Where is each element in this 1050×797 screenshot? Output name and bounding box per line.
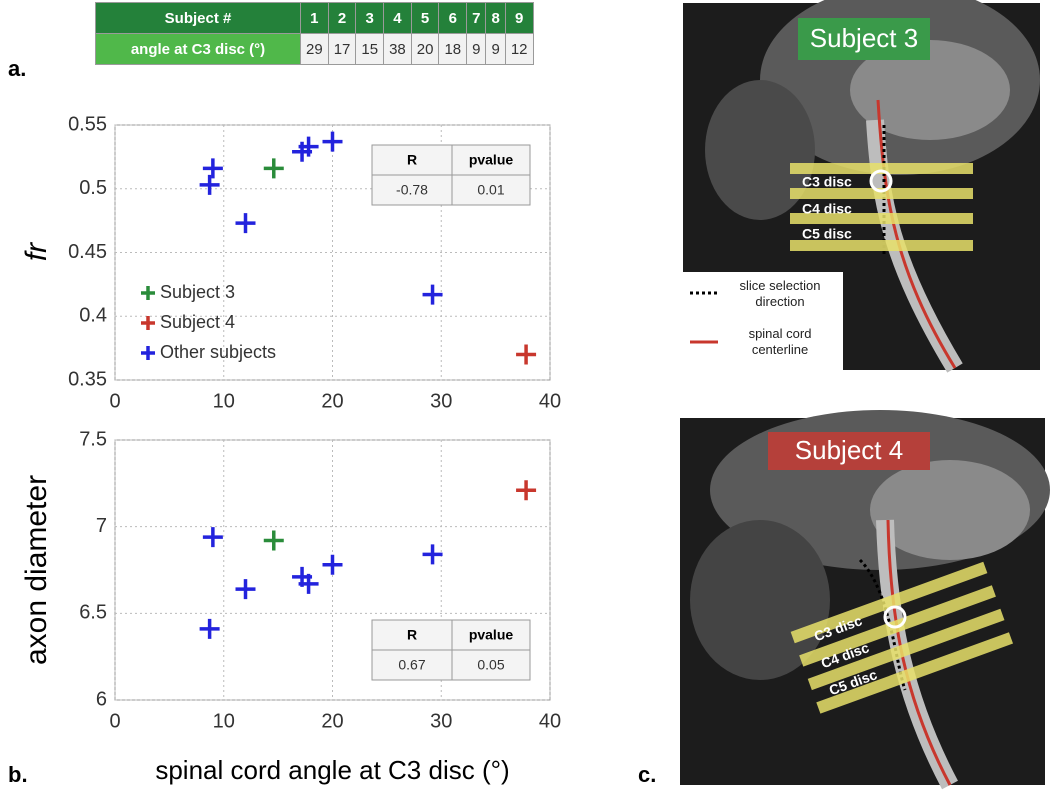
table-cell: 4	[383, 2, 412, 34]
stats-value: 0.67	[398, 657, 425, 673]
x-tick-label: 20	[321, 710, 343, 732]
y-tick-label: 6	[96, 688, 107, 710]
legend-marker	[141, 346, 155, 360]
x-axis-label: spinal cord angle at C3 disc (°)	[155, 755, 509, 785]
y-tick-label: 7	[96, 515, 107, 537]
x-tick-label: 10	[213, 390, 235, 412]
legend-label: Subject 4	[160, 312, 235, 332]
x-tick-label: 30	[430, 710, 452, 732]
point	[298, 136, 319, 157]
mri-image	[680, 410, 1050, 790]
y-tick-label: 6.5	[79, 602, 107, 624]
table-cell: 18	[438, 33, 468, 65]
y-tick-label: 0.35	[68, 368, 107, 390]
point	[263, 530, 284, 551]
image-title: Subject 4	[795, 435, 903, 465]
legend-marker	[141, 316, 155, 330]
table-cell: 9	[466, 33, 487, 65]
stats-header: R	[407, 152, 417, 168]
table-cell: 2	[327, 2, 357, 34]
panel-label: c.	[638, 762, 656, 787]
disc-label: C3 disc	[802, 174, 852, 190]
point	[422, 284, 443, 305]
point	[202, 527, 223, 548]
disc-label: C4 disc	[802, 201, 852, 217]
point	[422, 544, 443, 565]
point	[199, 174, 220, 195]
mri-image	[683, 0, 1040, 373]
subject-table: Subject #1 2 3 4 5 6 7 8 9 angle at C3 disc (°) 2…	[95, 2, 534, 65]
stats-value: 0.01	[477, 182, 504, 198]
table-cell: 8	[485, 2, 506, 34]
y-tick-label: 0.5	[79, 177, 107, 199]
point	[199, 618, 220, 639]
point	[298, 573, 319, 594]
legend-text: slice selection direction	[739, 278, 821, 309]
stats-header: pvalue	[469, 152, 514, 168]
table-cell: 38	[383, 33, 412, 65]
stats-header: R	[407, 627, 417, 643]
x-tick-label: 20	[321, 390, 343, 412]
x-tick-label: 10	[213, 710, 235, 732]
point	[235, 579, 256, 600]
x-tick-label: 30	[430, 390, 452, 412]
stats-value: -0.78	[396, 182, 428, 198]
y-tick-label: 0.45	[68, 241, 107, 263]
table-cell: 5	[410, 2, 440, 34]
disc-label: C5 disc	[802, 226, 852, 242]
panel-label: a.	[8, 56, 26, 81]
x-tick-label: 0	[109, 390, 120, 412]
legend-label: Other subjects	[160, 342, 276, 362]
table-cell: Subject #	[95, 2, 301, 34]
table-cell: 12	[504, 33, 534, 65]
y-tick-label: 7.5	[79, 428, 107, 450]
point	[263, 158, 284, 179]
table-cell: 17	[327, 33, 357, 65]
x-tick-label: 0	[109, 710, 120, 732]
point	[516, 344, 537, 365]
table-cell: 15	[355, 33, 385, 65]
panel-label: b.	[8, 762, 28, 787]
table-cell: angle at C3 disc (°)	[95, 33, 301, 65]
point	[235, 213, 256, 234]
table-cell: 7	[466, 2, 487, 34]
table-cell: 9	[504, 2, 534, 34]
stats-value: 0.05	[477, 657, 504, 673]
table-cell: 3	[355, 2, 385, 34]
y-tick-label: 0.4	[79, 305, 107, 327]
table-cell: 1	[300, 2, 329, 34]
legend-marker	[141, 286, 155, 300]
point	[322, 131, 343, 152]
x-tick-label: 40	[539, 390, 561, 412]
y-axis-label: axon diameter	[20, 475, 53, 665]
stats-header: pvalue	[469, 627, 514, 643]
point	[516, 480, 537, 501]
table-cell: 20	[410, 33, 440, 65]
point	[322, 554, 343, 575]
image-title: Subject 3	[810, 23, 918, 53]
legend-label: Subject 3	[160, 282, 235, 302]
table-cell: 6	[438, 2, 468, 34]
y-axis-label: fr	[20, 242, 53, 261]
y-tick-label: 0.55	[68, 113, 107, 135]
x-tick-label: 40	[539, 710, 561, 732]
point	[202, 158, 223, 179]
legend-text: spinal cord centerline	[748, 326, 812, 357]
table-cell: 29	[300, 33, 329, 65]
table-cell: 9	[485, 33, 506, 65]
